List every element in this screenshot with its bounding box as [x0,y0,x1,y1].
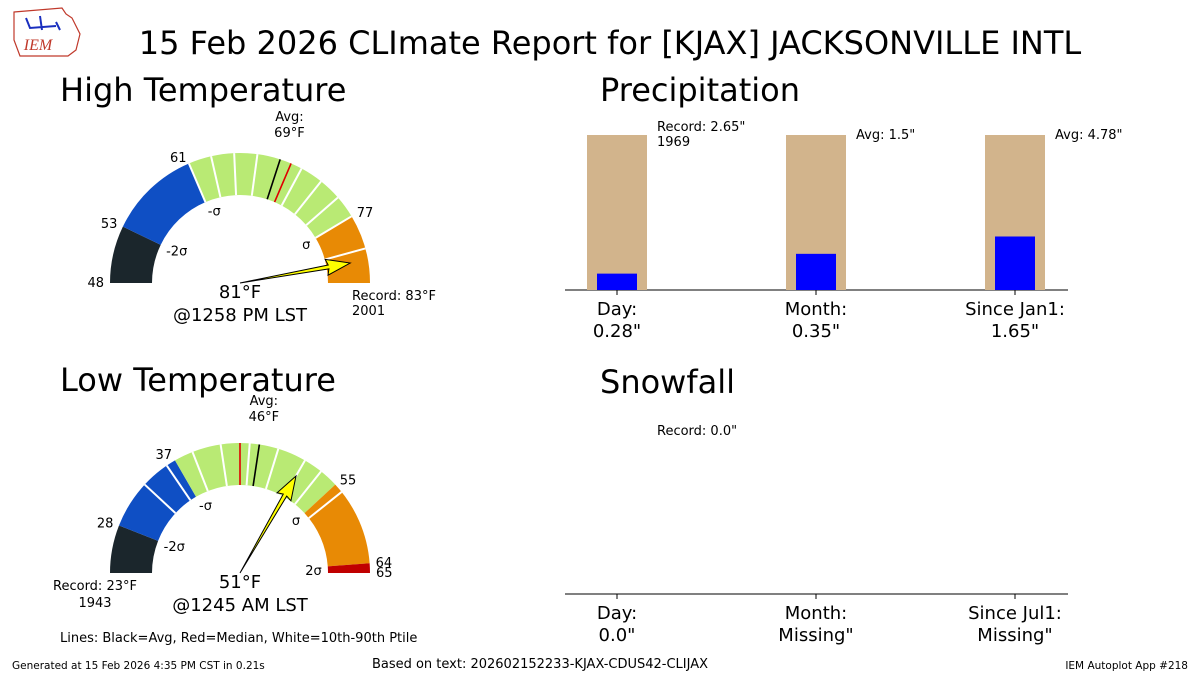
sigma-label: σ [292,514,300,529]
record-label: Record: 23°F [53,579,137,594]
value-label: Missing" [977,625,1052,646]
gauge-band [188,152,352,238]
gauge-tick-label: 65 [376,566,393,581]
chart-title: Low Temperature [60,361,336,399]
x-tick-label: Month: [785,603,847,624]
sigma-label: -σ [199,499,212,514]
bar [796,253,836,290]
observed-value: 51°F [219,572,261,593]
x-tick-label: Day: [597,603,637,624]
legend-note: Lines: Black=Avg, Red=Median, White=10th… [60,631,417,646]
logo: IEM [13,7,81,57]
percentile-line [144,483,177,514]
gauge-tick-label: 53 [101,217,118,232]
sigma-label: σ [302,238,310,253]
chart-title: Snowfall [600,363,735,401]
gauge-tick-label: 55 [340,473,357,488]
generated-note: Generated at 15 Feb 2026 4:35 PM CST in … [12,660,265,672]
needle [239,474,297,574]
reference-label: Record: 2.65" [657,120,745,135]
value-label: 0.28" [593,321,641,342]
observed-time: @1258 PM LST [173,305,308,326]
avg-line [252,444,261,487]
record-year: 2001 [352,304,385,319]
observed-time: @1245 AM LST [172,595,309,616]
percentile-line [294,470,322,505]
sigma-label: 2σ [305,564,322,579]
avg-label: Avg: [275,110,303,125]
percentile-line [315,215,353,239]
gauge-band [122,163,206,245]
bar [597,273,637,290]
gauge-tick-label: 48 [87,276,104,291]
percentile-line [305,196,339,226]
bar [995,236,1035,290]
percentile-line [219,444,228,487]
reference-bar [587,135,647,290]
gauge-tick-label: 61 [170,151,187,166]
gauge-band [327,563,370,573]
chart-title: High Temperature [60,71,346,109]
page-title: 15 Feb 2026 CLImate Report for [KJAX] JA… [139,24,1082,62]
gauge-tick-label: 64 [376,556,393,571]
x-tick-label: Day: [597,299,637,320]
sigma-label: -2σ [166,244,187,259]
record-label: Record: 83°F [352,289,436,304]
x-tick-label: Month: [785,299,847,320]
chart-title: Precipitation [600,71,800,109]
observed-value: 81°F [219,282,261,303]
gauge-band [175,442,336,514]
percentile-line [324,247,366,261]
x-tick-label: Since Jul1: [968,603,1062,624]
avg-line [266,159,281,200]
needle [239,258,352,284]
median-line [273,163,292,203]
percentile-line [165,465,192,501]
reference-label: Avg: 4.78" [1055,128,1123,143]
value-label: 0.0" [599,625,636,646]
percentile-line [191,451,209,492]
reference-label: Avg: 1.5" [856,128,915,143]
x-tick-label: Since Jan1: [965,299,1065,320]
reference-year: 1969 [657,135,690,150]
gauge-tick-label: 28 [97,516,114,531]
percentile-line [294,180,322,215]
gauge-tick-label: 37 [155,448,172,463]
percentile-line [245,443,251,486]
gauge-band [110,226,161,283]
percentile-line [233,153,238,196]
sigma-label: -σ [208,205,221,220]
percentile-line [308,491,343,519]
logo-outline [13,7,81,57]
avg-value-label: 69°F [274,126,305,141]
gauge-band [110,525,159,573]
gauge-tick-label: 77 [357,206,374,221]
avg-label: Avg: [250,394,278,409]
logo-text: IEM [23,37,54,54]
value-label: 1.65" [991,321,1039,342]
value-label: 0.35" [792,321,840,342]
logo-icon [25,15,61,31]
app-note: IEM Autoplot App #218 [1065,660,1188,672]
percentile-line [250,154,259,196]
value-label: Missing" [778,625,853,646]
percentile-line [280,168,303,206]
sigma-label: -2σ [164,540,185,555]
reference-label: Record: 0.0" [657,424,737,439]
avg-value-label: 46°F [249,410,280,425]
percentile-line [264,448,280,490]
source-note: Based on text: 202602152233-KJAX-CDUS42-… [372,657,708,672]
record-year: 1943 [78,596,111,611]
percentile-line [187,163,207,203]
gauge-band [304,484,370,567]
percentile-line [210,156,222,198]
